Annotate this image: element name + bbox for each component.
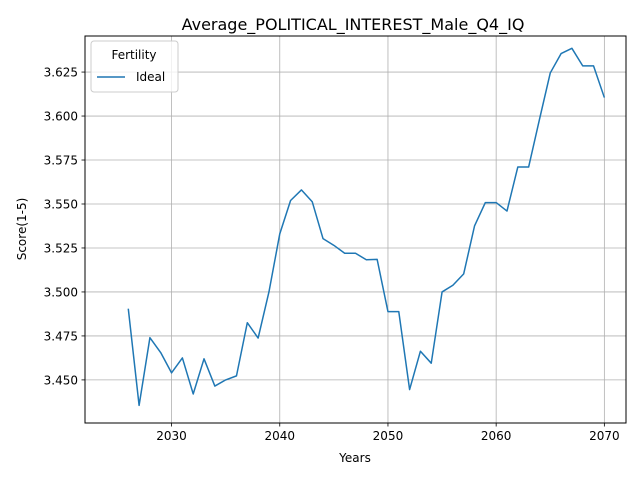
y-tick-label: 3.500 — [44, 285, 78, 299]
y-tick-label: 3.625 — [44, 66, 78, 80]
x-tick-label: 2030 — [156, 429, 187, 443]
legend-entry-ideal: Ideal — [136, 70, 165, 84]
y-tick-label: 3.475 — [44, 329, 78, 343]
y-tick-label: 3.550 — [44, 197, 78, 211]
chart-title: Average_POLITICAL_INTEREST_Male_Q4_IQ — [182, 15, 525, 35]
x-tick-label: 2040 — [264, 429, 295, 443]
y-tick-label: 3.450 — [44, 373, 78, 387]
legend: Fertility Ideal — [90, 40, 179, 93]
y-tick-label: 3.600 — [44, 110, 78, 124]
series-line-ideal — [127, 47, 606, 407]
legend-title: Fertility — [111, 48, 156, 62]
plot-frame — [84, 35, 627, 424]
x-tick-label: 2060 — [481, 429, 512, 443]
series-layer — [127, 47, 606, 407]
x-axis-label: Years — [338, 451, 371, 465]
y-axis-label: Score(1-5) — [15, 198, 29, 261]
grid — [85, 36, 626, 423]
x-tick-label: 2050 — [373, 429, 404, 443]
x-tick-label: 2070 — [589, 429, 620, 443]
legend-box — [90, 40, 179, 93]
y-tick-label: 3.575 — [44, 154, 78, 168]
ticks-layer: 2030 2040 2050 2060 2070 3.450 3.475 3.500 3.525… — [44, 66, 620, 443]
y-tick-label: 3.525 — [44, 241, 78, 255]
